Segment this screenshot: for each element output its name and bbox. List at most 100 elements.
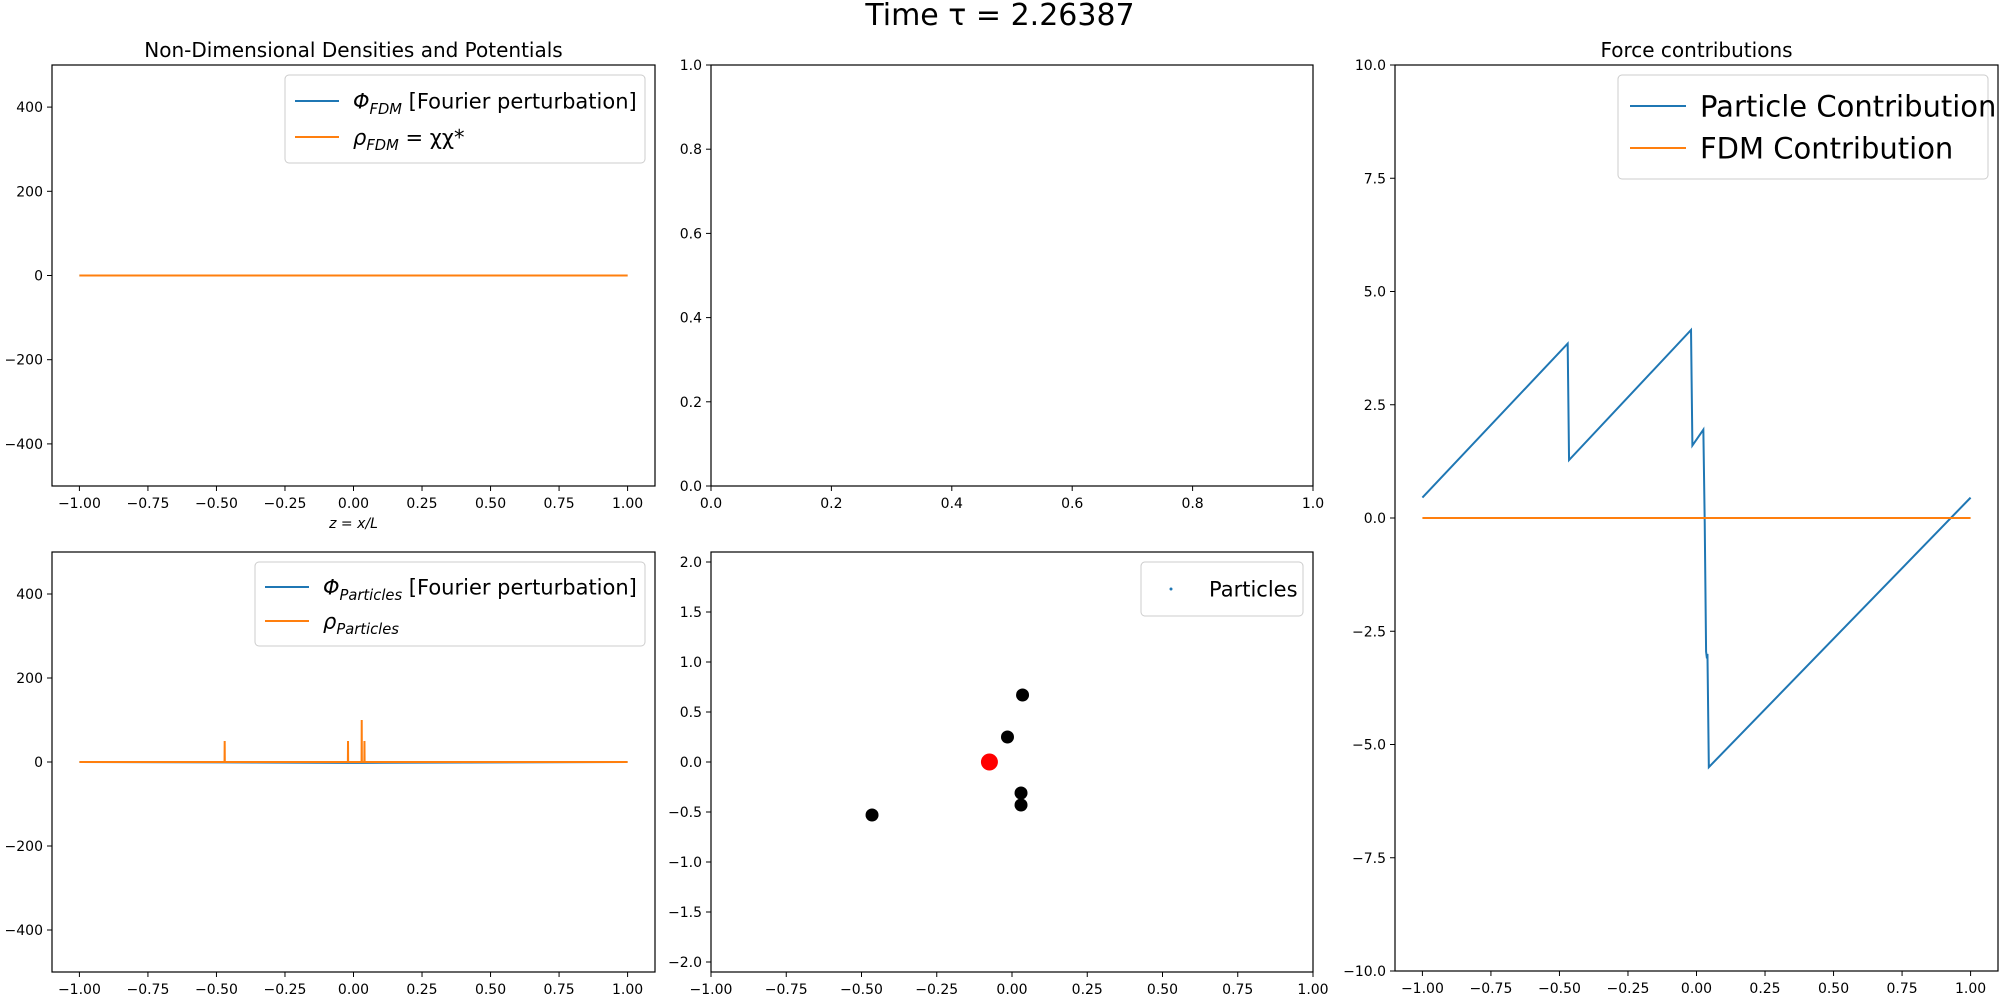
highlight-particle-point: [980, 753, 998, 771]
y-tick-label: 5.0: [1364, 285, 1386, 301]
y-tick-label: 0.8: [680, 142, 702, 158]
y-tick-label: −2.0: [668, 955, 702, 971]
x-tick-label: −1.00: [58, 982, 101, 998]
legend: ΦParticles [Fourier perturbation] ρPartic…: [254, 561, 646, 647]
x-tick-label: 0.50: [1818, 981, 1849, 997]
legend-frame: [1140, 561, 1304, 617]
chart-force: −1.00 −0.75 −0.50 −0.25 0.00 0.25 0.50 0.75 1.00…: [1343, 38, 1999, 997]
y-tick-label: 2.0: [680, 555, 702, 571]
legend-entry: ΦFDM [Fourier perturbation]: [353, 90, 637, 118]
x-tick-label: −0.75: [1469, 981, 1512, 997]
legend: Particles: [1140, 561, 1304, 617]
y-tick-label: 0.6: [680, 226, 702, 242]
x-tick-label: −0.50: [195, 982, 238, 998]
y-tick-label: 0: [34, 755, 43, 771]
x-tick-label: 0.4: [941, 496, 963, 512]
x-tick-label: 0.8: [1181, 496, 1203, 512]
x-tick-label: 0.0: [700, 496, 722, 512]
x-tick-label: −0.25: [915, 982, 958, 998]
legend-frame: [284, 74, 646, 164]
y-tick-label: 0.4: [680, 311, 702, 327]
y-tick-label: 400: [16, 100, 43, 116]
x-tick-label: 1.00: [1297, 982, 1328, 998]
particle-point: [1014, 798, 1028, 812]
x-tick-label: 0.75: [543, 496, 574, 512]
x-tick-label: 0.00: [338, 496, 369, 512]
chart-title: Non-Dimensional Densities and Potentials: [144, 38, 562, 62]
y-tick-label: 0.2: [680, 395, 702, 411]
y-tick-label: −200: [5, 839, 43, 855]
chart-title: Force contributions: [1600, 38, 1792, 62]
x-tick-label: 0.25: [1072, 982, 1103, 998]
chart-particles-density: −1.00 −0.75 −0.50 −0.25 0.00 0.25 0.50 0.75 1.00…: [5, 551, 656, 998]
x-tick-label: 1.0: [1302, 496, 1324, 512]
chart-empty-top: 0.0 0.2 0.4 0.6 0.8 1.0 0.0 0.2 0.4 0.6 0.8 1.0: [680, 58, 1324, 512]
chart-densities-top: −1.00 −0.75 −0.50 −0.25 0.00 0.25 0.50 0.75 1.00…: [5, 38, 656, 532]
y-tick-label: 0.0: [680, 479, 702, 495]
y-tick-label: 0: [34, 269, 43, 285]
y-tick-label: 200: [16, 184, 43, 200]
legend-entry: Particles: [1209, 578, 1298, 602]
y-tick-label: 200: [16, 671, 43, 687]
legend-frame: [254, 561, 646, 647]
x-tick-label: −0.50: [195, 496, 238, 512]
x-tick-label: −0.50: [1538, 981, 1581, 997]
x-tick-label: 0.00: [338, 982, 369, 998]
y-tick-label: 10.0: [1355, 58, 1386, 74]
y-tick-label: 0.5: [680, 705, 702, 721]
y-tick-label: 0.0: [680, 755, 702, 771]
y-tick-label: 400: [16, 587, 43, 603]
x-tick-label: −0.75: [126, 982, 169, 998]
particle-point: [865, 808, 879, 822]
x-tick-label: 0.75: [543, 982, 574, 998]
x-tick-label: 0.2: [820, 496, 842, 512]
x-tick-label: −0.50: [840, 982, 883, 998]
y-tick-label: −400: [5, 437, 43, 453]
x-tick-label: −0.75: [126, 496, 169, 512]
particle-point: [1016, 688, 1030, 702]
particle-point: [1014, 786, 1028, 800]
x-tick-label: 0.00: [996, 982, 1027, 998]
series-line-force-0: [1421, 327, 1972, 770]
x-tick-label: 0.6: [1061, 496, 1083, 512]
legend-entry: ρParticles: [323, 610, 399, 638]
panels: −1.00 −0.75 −0.50 −0.25 0.00 0.25 0.50 0.75 1.00…: [5, 38, 1999, 998]
y-tick-label: −400: [5, 923, 43, 939]
legend-entry: ρFDM = χχ*: [353, 126, 465, 154]
y-tick-label: 0.0: [1364, 511, 1386, 527]
y-tick-label: −5.0: [1352, 738, 1386, 754]
legend-entry: ΦParticles [Fourier perturbation]: [323, 576, 637, 604]
x-tick-label: −0.25: [264, 982, 307, 998]
chart-phase-space: −1.00 −0.75 −0.50 −0.25 0.00 0.25 0.50 0.75 1.00…: [668, 551, 1329, 998]
x-tick-label: 0.25: [406, 496, 437, 512]
legend-entry: Particle Contribution: [1700, 89, 1996, 123]
x-tick-label: −1.00: [58, 496, 101, 512]
y-tick-label: 1.5: [680, 605, 702, 621]
x-tick-label: −1.00: [1401, 981, 1444, 997]
series-line-particles-density-1: [79, 719, 628, 763]
y-tick-label: −1.0: [668, 855, 702, 871]
legend-frame: [1617, 74, 1989, 180]
x-tick-label: 0.50: [475, 496, 506, 512]
x-tick-label: 0.25: [1749, 981, 1780, 997]
x-tick-label: 1.00: [1955, 981, 1986, 997]
x-tick-label: 0.75: [1886, 981, 1917, 997]
x-tick-label: 0.00: [1681, 981, 1712, 997]
figure-suptitle: Time τ = 2.26387: [864, 0, 1134, 33]
x-tick-label: −0.25: [1607, 981, 1650, 997]
legend: ΦFDM [Fourier perturbation] ρFDM = χχ*: [284, 74, 646, 164]
y-tick-label: 1.0: [680, 58, 702, 74]
y-tick-label: −10.0: [1343, 964, 1386, 980]
y-tick-label: −0.5: [668, 805, 702, 821]
x-tick-label: −0.25: [264, 496, 307, 512]
legend: Particle Contribution FDM Contribution: [1617, 74, 1996, 180]
y-tick-label: 1.0: [680, 655, 702, 671]
x-tick-label: 0.75: [1222, 982, 1253, 998]
legend-entry: FDM Contribution: [1700, 131, 1953, 165]
y-tick-label: −7.5: [1352, 851, 1386, 867]
y-tick-label: −200: [5, 353, 43, 369]
x-tick-label: 1.00: [612, 982, 643, 998]
particle-point: [1000, 730, 1014, 744]
y-tick-label: 7.5: [1364, 171, 1386, 187]
